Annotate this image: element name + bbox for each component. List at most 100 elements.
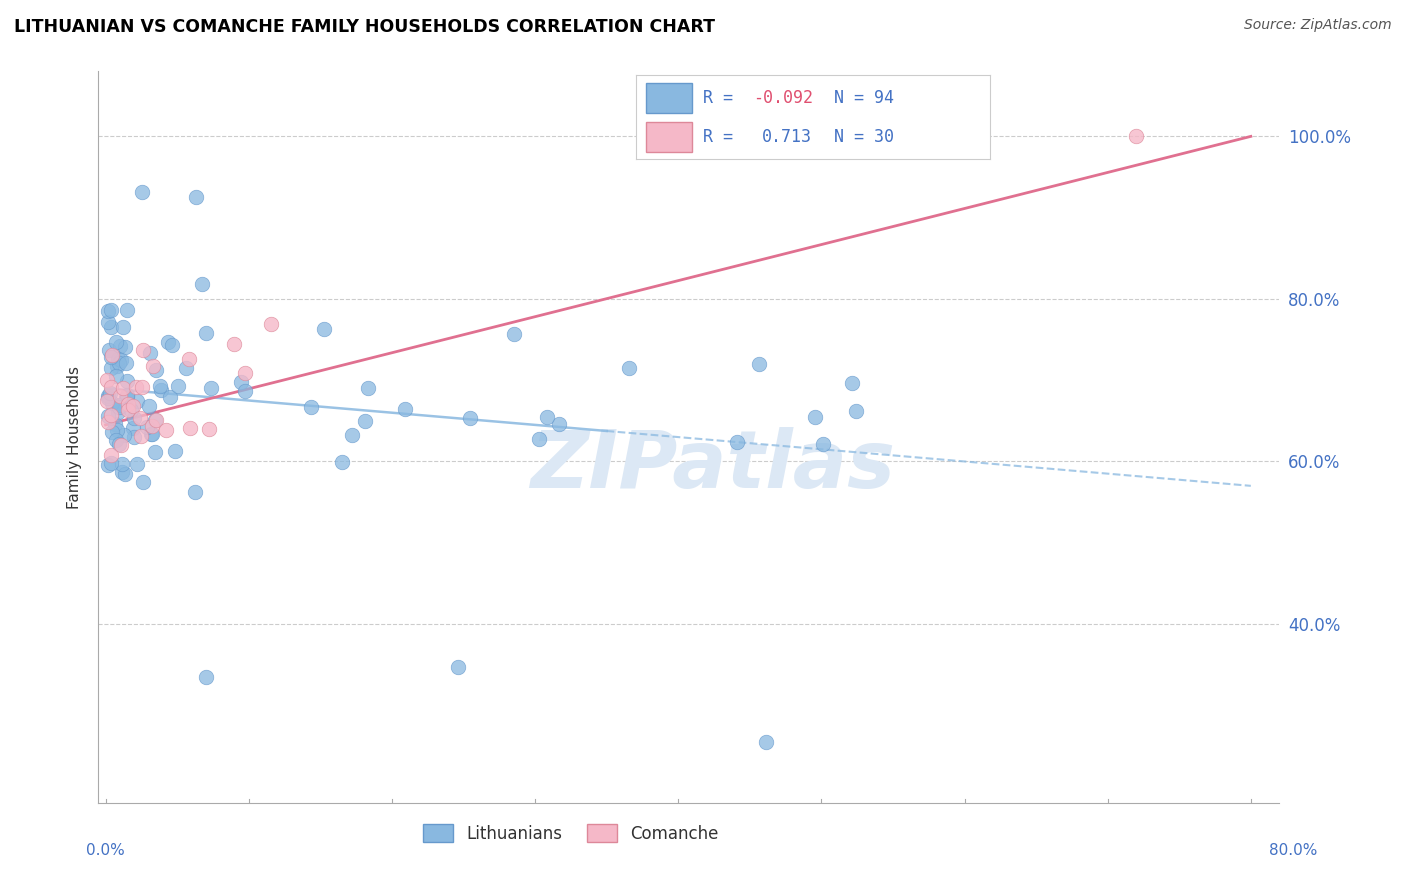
- Point: [107, 405, 129, 419]
- Point: [105, 424, 128, 438]
- Point: [755, 735, 778, 749]
- Point: [115, 375, 138, 389]
- Point: [131, 380, 153, 394]
- Point: [122, 430, 145, 444]
- Point: [156, 334, 179, 349]
- Point: [127, 394, 149, 409]
- Point: [141, 427, 163, 442]
- Point: [104, 417, 127, 432]
- Point: [197, 422, 219, 436]
- Point: [165, 444, 187, 458]
- Point: [139, 426, 162, 441]
- Point: [748, 357, 770, 371]
- Point: [97, 415, 120, 429]
- Point: [115, 388, 138, 402]
- Point: [811, 437, 834, 451]
- Point: [139, 346, 162, 360]
- Point: [155, 424, 177, 438]
- Point: [100, 303, 122, 318]
- Point: [132, 343, 155, 358]
- Point: [111, 381, 134, 395]
- Point: [105, 369, 128, 384]
- Point: [354, 414, 377, 428]
- Point: [129, 411, 152, 425]
- Point: [97, 392, 120, 406]
- Point: [111, 465, 134, 479]
- Text: 80.0%: 80.0%: [1270, 843, 1317, 858]
- Point: [100, 408, 122, 422]
- Point: [330, 455, 353, 469]
- Text: Source: ZipAtlas.com: Source: ZipAtlas.com: [1244, 18, 1392, 32]
- Point: [129, 429, 152, 443]
- Point: [394, 401, 416, 416]
- Point: [97, 304, 120, 318]
- Point: [174, 361, 197, 376]
- Point: [115, 356, 138, 370]
- Point: [97, 314, 120, 328]
- Point: [145, 362, 167, 376]
- Point: [122, 420, 145, 434]
- Point: [200, 381, 222, 395]
- Point: [96, 373, 118, 387]
- Point: [299, 400, 322, 414]
- Point: [527, 432, 550, 446]
- Point: [143, 413, 166, 427]
- Point: [314, 322, 336, 336]
- Point: [357, 381, 380, 395]
- Point: [138, 399, 160, 413]
- Point: [1125, 129, 1147, 144]
- Point: [97, 458, 120, 472]
- Point: [142, 359, 165, 373]
- Text: LITHUANIAN VS COMANCHE FAMILY HOUSEHOLDS CORRELATION CHART: LITHUANIAN VS COMANCHE FAMILY HOUSEHOLDS…: [14, 18, 716, 36]
- Point: [190, 277, 212, 291]
- Point: [184, 190, 207, 204]
- Point: [229, 376, 252, 390]
- Point: [159, 390, 181, 404]
- Point: [100, 347, 122, 361]
- Legend: Lithuanians, Comanche: Lithuanians, Comanche: [416, 818, 725, 849]
- Point: [110, 438, 132, 452]
- Point: [115, 302, 138, 317]
- Point: [108, 356, 131, 370]
- Point: [135, 419, 157, 434]
- Point: [108, 389, 131, 403]
- Text: ZIPatlas: ZIPatlas: [530, 427, 896, 506]
- Point: [96, 394, 118, 409]
- Point: [97, 343, 120, 357]
- Point: [121, 399, 143, 413]
- Point: [108, 339, 131, 353]
- Point: [458, 411, 481, 425]
- Point: [131, 186, 153, 200]
- Point: [195, 326, 218, 340]
- Point: [167, 379, 190, 393]
- Point: [145, 413, 167, 427]
- Point: [114, 391, 136, 405]
- Point: [97, 409, 120, 423]
- Point: [115, 388, 138, 402]
- Point: [98, 386, 121, 401]
- Point: [143, 445, 166, 459]
- Point: [177, 351, 200, 366]
- Point: [160, 338, 183, 352]
- Point: [108, 399, 131, 413]
- Point: [125, 380, 148, 394]
- Point: [617, 361, 640, 376]
- Point: [111, 457, 134, 471]
- Point: [100, 380, 122, 394]
- Point: [111, 319, 134, 334]
- Point: [149, 379, 172, 393]
- Point: [100, 456, 122, 470]
- Point: [127, 457, 149, 471]
- Point: [100, 360, 122, 375]
- Point: [342, 427, 364, 442]
- Point: [101, 425, 124, 440]
- Point: [804, 409, 827, 424]
- Point: [195, 670, 218, 684]
- Point: [112, 428, 135, 442]
- Point: [845, 404, 868, 418]
- Point: [105, 433, 128, 447]
- Point: [150, 384, 173, 398]
- Point: [841, 376, 863, 390]
- Point: [224, 337, 246, 351]
- Point: [233, 384, 256, 398]
